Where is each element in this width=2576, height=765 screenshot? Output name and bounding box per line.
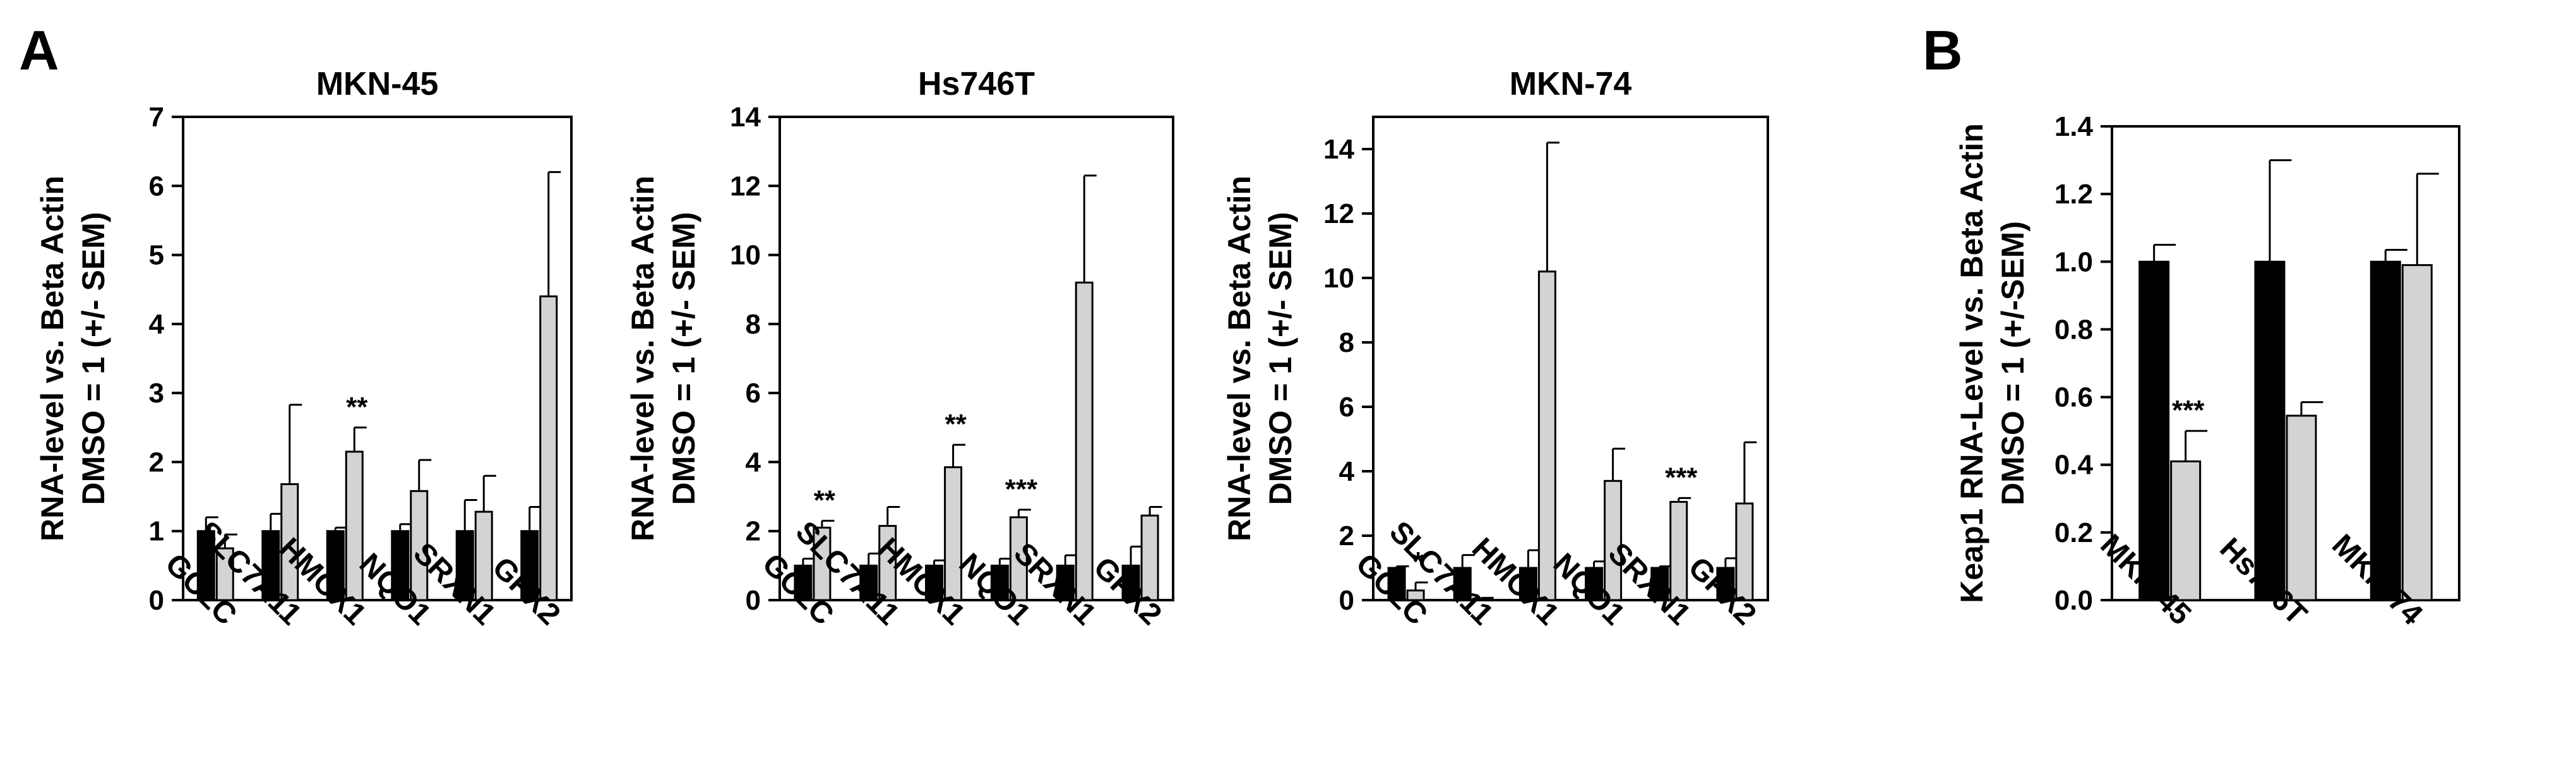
hs746t-bar-slc7a11-s1	[859, 564, 878, 601]
panel-label-a: A	[19, 19, 59, 81]
mkn74-significance-gclc: *	[1413, 546, 1424, 577]
mkn74-plot-frame	[1372, 116, 1769, 601]
mkn45-bar-hmox1-s1	[326, 530, 345, 601]
hs746t-bar-gpx2-s1	[1121, 564, 1140, 601]
keap1-bar-hs746t-s2	[2286, 414, 2317, 601]
keap1-ytick-label: 1.4	[2054, 111, 2094, 142]
mkn74-bar-slc7a11-s1	[1453, 567, 1472, 601]
mkn45-ytick-label: 7	[149, 102, 164, 133]
keap1-significance-mkn-45: ***	[2172, 395, 2205, 426]
chart-keap1: 0.0 0.2 0.4 0.6 0.8 1.0 1.2 1.4 Keap1 RNA-Level …	[1954, 111, 2460, 632]
hs746t-bar-srxn1-s2	[1075, 281, 1094, 601]
mkn45-bar-gclc-s1	[196, 530, 215, 601]
mkn45-bar-nqo1-s1	[391, 530, 410, 601]
mkn74-ylabel-line: RNA-level vs. Beta Actin	[1222, 176, 1257, 541]
mkn45-bar-nqo1-s2	[410, 490, 429, 601]
chart-hs746t: 0 2 4 6 8 10 12 14 Hs746T RNA-level vs. Beta Acti…	[625, 66, 1174, 632]
mkn45-title: MKN-45	[316, 66, 439, 102]
hs746t-ytick-label: 14	[730, 102, 761, 133]
keap1-bar-mkn-74-s1	[2370, 260, 2401, 601]
mkn74-bar-gpx2-s2	[1735, 502, 1754, 601]
hs746t-title: Hs746T	[918, 66, 1035, 102]
mkn74-title: MKN-74	[1510, 66, 1632, 102]
hs746t-plot-frame	[778, 116, 1174, 601]
mkn45-ytick-label: 0	[149, 585, 164, 616]
mkn74-bar-srxn1-s1	[1650, 567, 1669, 601]
keap1-ytick-label: 0.6	[2054, 382, 2093, 413]
mkn74-ytick-label: 10	[1323, 263, 1354, 294]
hs746t-ytick-label: 6	[746, 378, 761, 409]
keap1-ytick-label: 1.2	[2054, 179, 2093, 210]
mkn74-bar-hmox1-s1	[1518, 567, 1537, 601]
mkn45-ytick-label: 2	[149, 447, 164, 478]
mkn74-significance-srxn1: ***	[1665, 462, 1698, 493]
keap1-plot-frame	[2111, 125, 2460, 601]
hs746t-ytick-label: 2	[746, 516, 761, 547]
keap1-ylabel-line: Keap1 RNA-Level vs. Beta Actin	[1954, 123, 1989, 603]
mkn45-ytick-label: 5	[149, 240, 164, 271]
mkn45-ylabel-line: RNA-level vs. Beta Actin	[35, 176, 70, 541]
mkn74-ytick-label: 12	[1323, 198, 1354, 229]
hs746t-bar-nqo1-s1	[990, 564, 1009, 601]
mkn45-ytick-label: 1	[149, 516, 164, 547]
hs746t-ytick-label: 12	[730, 171, 761, 202]
hs746t-ytick-label: 8	[746, 309, 761, 340]
mkn74-ytick-label: 0	[1339, 585, 1354, 616]
hs746t-significance-nqo1: ***	[1005, 474, 1038, 505]
keap1-ytick-label: 1.0	[2054, 246, 2093, 277]
mkn74-ytick-label: 14	[1323, 134, 1354, 165]
mkn45-bar-srxn1-s2	[474, 510, 493, 601]
keap1-ytick-label: 0.4	[2054, 450, 2094, 481]
panel-label-b: B	[1923, 19, 1963, 81]
hs746t-significance-gclc: **	[814, 485, 836, 515]
mkn74-bar-gclc-s1	[1387, 567, 1406, 601]
keap1-ytick-label: 0.0	[2054, 585, 2093, 616]
mkn45-ylabel-line: DMSO = 1 (+/- SEM)	[76, 212, 111, 505]
mkn74-bar-nqo1-s2	[1604, 479, 1623, 601]
mkn45-bar-slc7a11-s1	[261, 530, 280, 601]
hs746t-ylabel-line: DMSO = 1 (+/- SEM)	[666, 212, 701, 505]
mkn74-ylabel-line: DMSO = 1 (+/- SEM)	[1263, 212, 1298, 505]
mkn74-bar-hmox1-s2	[1537, 270, 1556, 601]
mkn74-ytick-label: 6	[1339, 392, 1354, 423]
chart-mkn74: 0 2 4 6 8 10 12 14 MKN-74 RNA-level vs. Beta Acti…	[1222, 66, 1769, 632]
keap1-ytick-label: 0.2	[2054, 517, 2093, 548]
mkn45-ytick-label: 4	[149, 309, 165, 340]
hs746t-ytick-label: 4	[746, 447, 761, 478]
keap1-bar-hs746t-s1	[2254, 260, 2286, 601]
mkn45-plot-frame	[182, 116, 573, 601]
keap1-ytick-label: 0.8	[2054, 314, 2093, 345]
hs746t-bar-hmox1-s2	[944, 466, 963, 601]
mkn45-bar-gpx2-s1	[520, 530, 539, 601]
hs746t-ytick-label: 10	[730, 240, 761, 271]
mkn74-ytick-label: 2	[1339, 521, 1354, 551]
mkn45-ytick-label: 6	[149, 171, 164, 202]
keap1-bar-mkn-45-s2	[2170, 460, 2202, 601]
keap1-ylabel-line: DMSO = 1 (+/-SEM)	[1995, 221, 2030, 505]
mkn45-bar-gpx2-s2	[539, 295, 558, 601]
hs746t-significance-hmox1: **	[945, 409, 967, 440]
mkn74-ytick-label: 4	[1339, 456, 1355, 487]
keap1-bar-mkn-74-s2	[2401, 264, 2433, 601]
hs746t-ylabel-line: RNA-level vs. Beta Actin	[625, 176, 660, 541]
keap1-bar-mkn-45-s1	[2138, 260, 2170, 601]
mkn45-ytick-label: 3	[149, 378, 164, 409]
mkn45-significance-hmox1: **	[346, 392, 368, 423]
mkn45-bar-slc7a11-s2	[280, 483, 299, 601]
chart-mkn45: 0 1 2 3 4 5 6 7 MKN-45 RNA-level vs. Beta Actin DM…	[35, 66, 573, 632]
hs746t-ytick-label: 0	[746, 585, 761, 616]
mkn74-ytick-label: 8	[1339, 327, 1354, 358]
